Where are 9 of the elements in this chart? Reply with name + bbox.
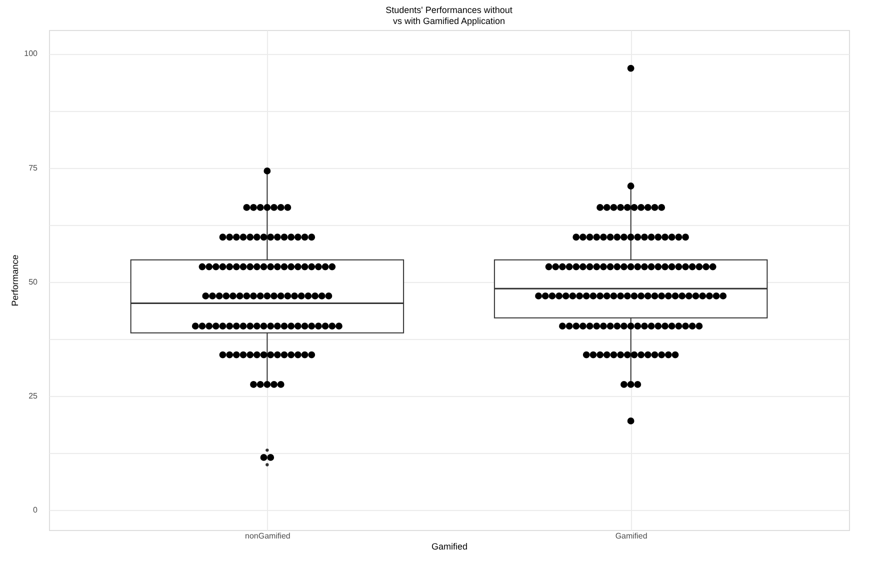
y-axis-title: Performance [10, 254, 20, 306]
y-tick-label: 25 [28, 391, 38, 400]
x-axis-title: Gamified [431, 542, 468, 552]
y-tick-label: 75 [28, 163, 38, 172]
x-tick-label: nonGamified [245, 532, 290, 540]
y-tick-label: 50 [28, 277, 38, 286]
chart-title: Students' Performances without vs with Gamified Application [386, 5, 513, 26]
y-tick-label: 0 [33, 505, 38, 514]
y-tick-label: 100 [24, 49, 38, 58]
